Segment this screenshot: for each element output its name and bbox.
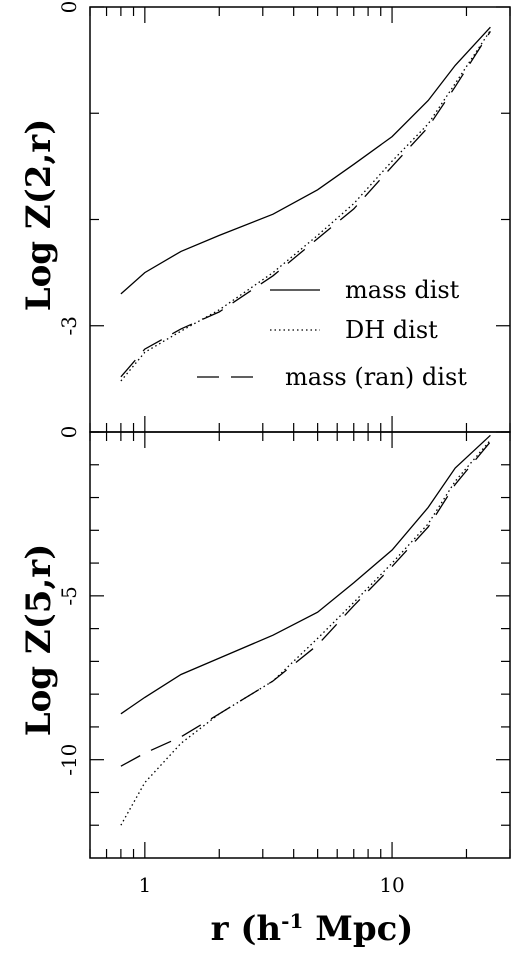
bottom-series-mass-dist	[120, 434, 491, 715]
bottom-y-tick-label: -5	[57, 586, 81, 605]
bottom-y-tick-label: -10	[57, 744, 81, 776]
legend-label: mass dist	[345, 276, 460, 304]
legend: mass dist DH dist mass (ran) dist	[197, 276, 467, 391]
top-series-dh-dist	[120, 30, 491, 382]
bottom-y-axis-title: Log Z(5,r)	[19, 544, 59, 737]
top-y-axis-title: Log Z(2,r)	[19, 119, 59, 312]
legend-label: DH dist	[345, 316, 438, 344]
top-series-mass-dist	[120, 26, 491, 295]
x-axis-title-suffix: Mpc)	[303, 909, 413, 949]
bottom-series-mass-ran-dist	[120, 441, 491, 767]
x-axis-title-superscript: -1	[281, 909, 303, 933]
bottom-x-tick-label: 1	[138, 873, 151, 897]
top-y-tick-label: 0	[57, 1, 81, 14]
bottom-panel: 0 -5 -10 1 10	[57, 426, 511, 897]
x-axis-title: r (h-1 Mpc)	[211, 909, 414, 949]
top-series-mass-ran-dist	[120, 31, 491, 378]
bottom-plot-frame	[89, 431, 511, 859]
bottom-x-tick-label: 10	[379, 873, 404, 897]
x-axis-title-prefix: r (h	[211, 909, 282, 949]
bottom-series-dh-dist	[120, 439, 491, 826]
top-y-tick-label: -3	[57, 316, 81, 335]
bottom-y-tick-label: 0	[57, 426, 81, 439]
legend-label: mass (ran) dist	[285, 363, 467, 391]
